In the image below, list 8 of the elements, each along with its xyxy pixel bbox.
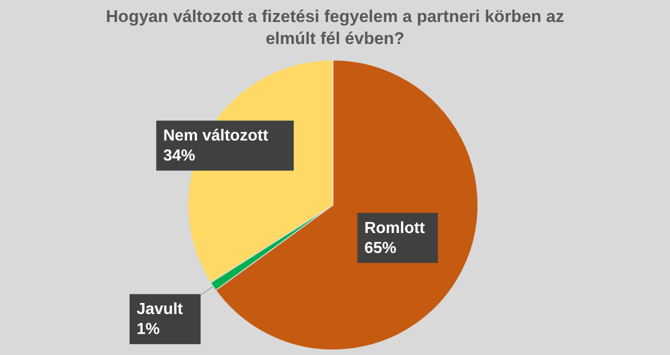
slice-label: Javult — [136, 301, 184, 318]
data-label: 65% — [364, 240, 396, 257]
slice-label: Nem változott — [163, 128, 269, 145]
text: elmúlt fél évben? — [266, 29, 404, 48]
data-label: 34% — [163, 148, 196, 165]
text: Hogyan változott a fizetési fegyelem a partneri körben az — [106, 7, 564, 26]
data-label: 1% — [136, 321, 160, 338]
slice-label: Romlott — [364, 220, 426, 237]
